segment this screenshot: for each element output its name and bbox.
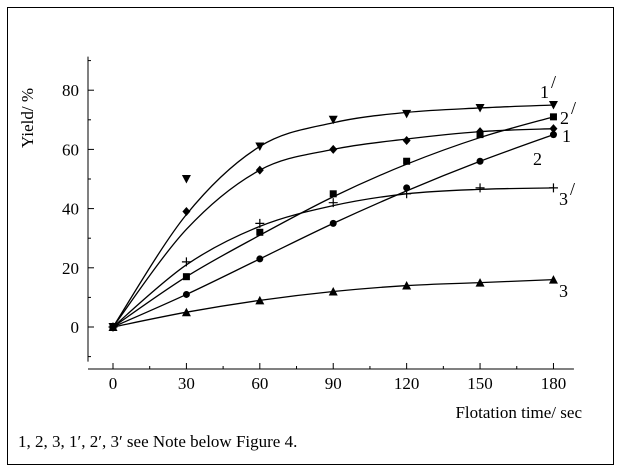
x-tick-label: 120: [394, 374, 420, 393]
curve-label-prime: /: [570, 179, 575, 199]
point-2prime: [476, 131, 484, 139]
data-markers: [108, 101, 558, 332]
point-1: [549, 124, 558, 134]
point-2: [476, 157, 484, 165]
point-3prime: [255, 218, 265, 228]
curve-3prime: [112, 187, 554, 328]
curve-3: [112, 278, 554, 328]
point-1: [329, 144, 338, 154]
curve-label-3prime: 3: [559, 189, 568, 209]
point-1: [182, 207, 191, 217]
point-2prime: [329, 190, 337, 198]
point-2: [403, 184, 411, 192]
axes: 0 20 40 60 80 0 30 60 90 120 150 180: [62, 56, 574, 393]
point-1: [255, 165, 264, 175]
point-3: [255, 295, 265, 305]
point-3: [328, 286, 338, 296]
x-tick-label: 180: [541, 374, 567, 393]
point-2: [329, 219, 337, 227]
figure-caption: 1, 2, 3, 1′, 2′, 3′ see Note below Figur…: [18, 432, 298, 451]
point-1prime: [475, 103, 485, 113]
point-1prime: [181, 175, 191, 184]
point-1: [402, 136, 411, 146]
curve-label-2: 2: [533, 149, 542, 169]
y-tick-label: 20: [62, 259, 79, 278]
point-2prime: [256, 228, 264, 236]
x-tick-label: 30: [178, 374, 195, 393]
curve-label-1prime: 1: [540, 82, 549, 102]
x-tick-label: 0: [109, 374, 118, 393]
point-1prime: [402, 109, 412, 119]
x-tick-label: 60: [251, 374, 268, 393]
point-3prime: [475, 183, 485, 193]
y-tick-label: 80: [62, 81, 79, 100]
figure-frame: [7, 7, 614, 465]
point-2prime: [403, 157, 411, 165]
y-tick-label: 60: [62, 140, 79, 159]
point-2prime: [549, 113, 557, 121]
point-3prime: [548, 183, 558, 193]
curve-labels: 1/2/123/3: [533, 72, 576, 301]
point-2: [182, 290, 190, 298]
x-tick-label: 150: [467, 374, 493, 393]
point-3prime: [181, 257, 191, 267]
point-3: [402, 281, 412, 290]
point-2: [549, 131, 557, 139]
curve-label-2prime: 2: [560, 108, 569, 128]
point-1prime: [255, 142, 265, 151]
curve-2: [112, 133, 554, 328]
y-tick-label: 40: [62, 200, 79, 219]
x-tick-label: 90: [325, 374, 342, 393]
curve-label-1: 1: [562, 126, 571, 146]
point-3: [548, 275, 558, 284]
curve-label-prime: /: [551, 72, 556, 92]
point-3: [108, 322, 118, 331]
point-3: [475, 278, 485, 287]
point-2: [256, 255, 264, 263]
y-tick-label: 0: [71, 318, 80, 337]
point-3prime: [402, 189, 412, 199]
x-axis-title: Flotation time/ sec: [455, 403, 582, 422]
curve-label-prime: /: [571, 98, 576, 118]
point-3: [181, 307, 191, 317]
point-1prime: [548, 101, 558, 110]
y-axis-title: Yield/ %: [18, 88, 37, 148]
point-2prime: [182, 273, 190, 281]
curve-label-3: 3: [559, 281, 568, 301]
point-1prime: [328, 115, 338, 125]
point-3prime: [328, 198, 338, 208]
